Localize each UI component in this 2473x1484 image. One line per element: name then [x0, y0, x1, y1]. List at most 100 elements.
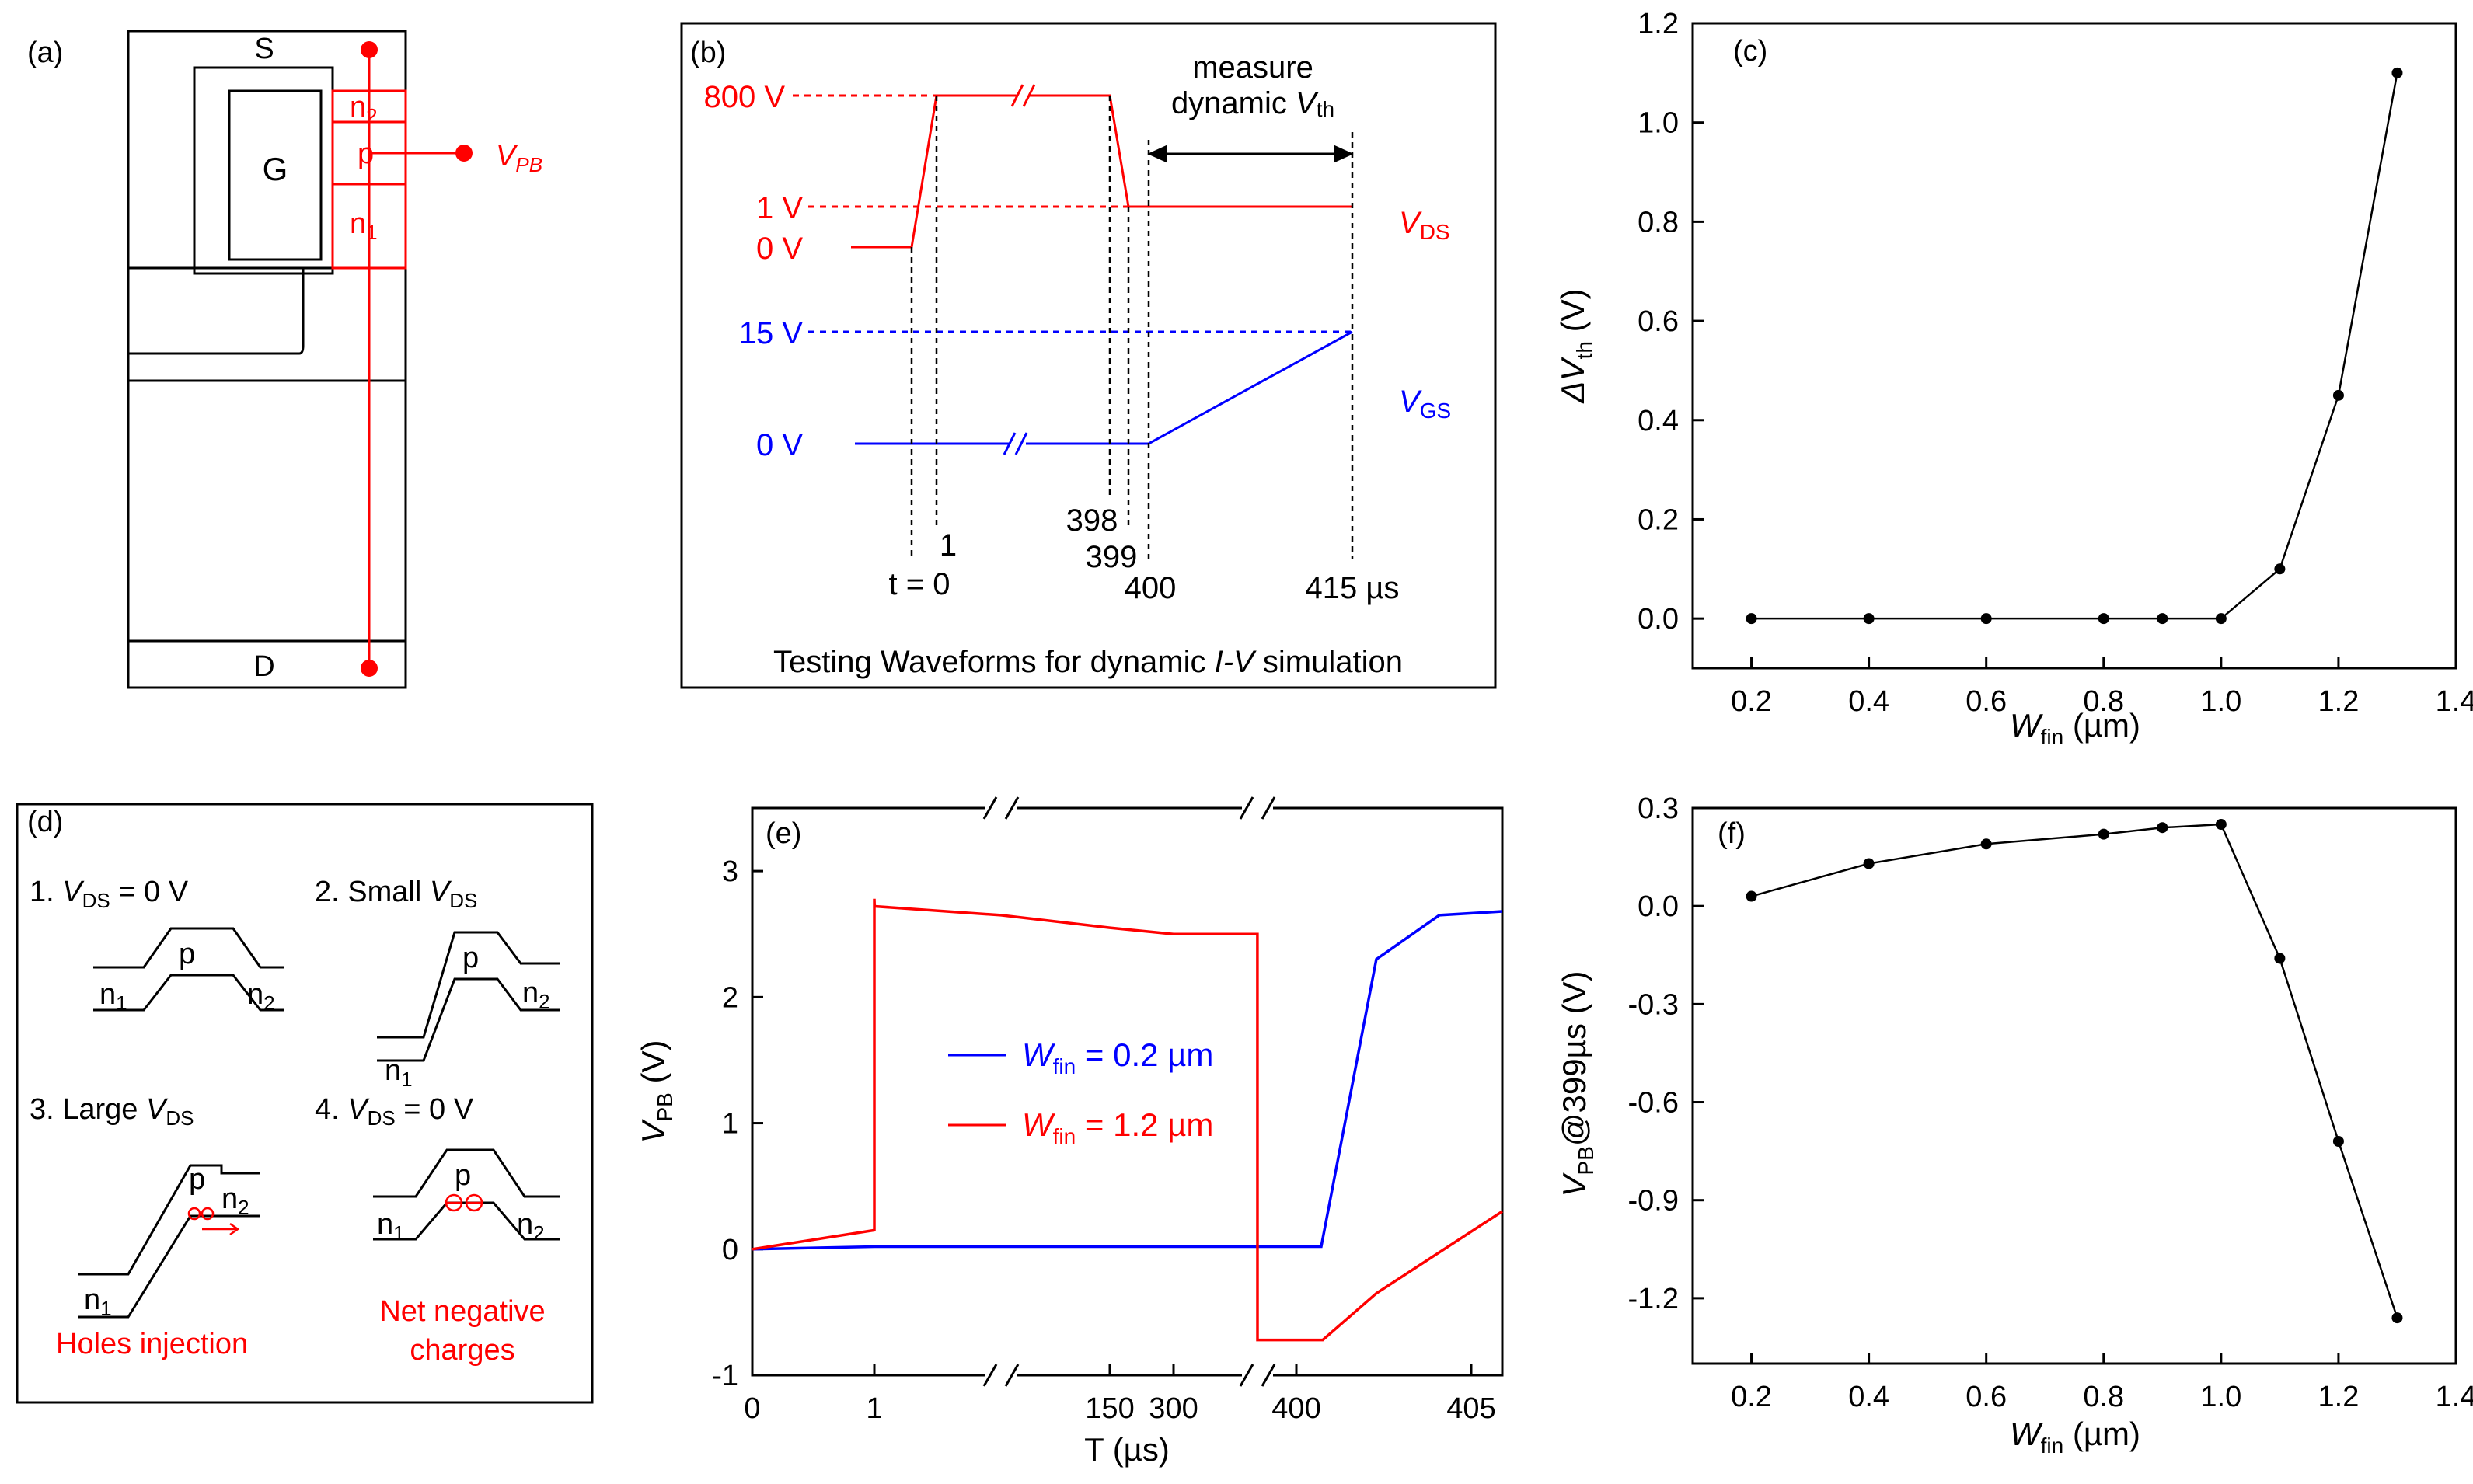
lower-step — [128, 268, 305, 355]
c-xtick-label-2: 0.6 — [1965, 685, 2007, 718]
hole-symbols — [187, 1193, 483, 1236]
state1-n2: n2 — [247, 978, 275, 1015]
chart-e-frame — [751, 806, 1504, 1377]
chart-e-series — [752, 898, 1503, 1342]
chart-c-ylabel: ΔVth (V) — [1554, 288, 1596, 403]
chart-c-x-axis: 0.2 0.4 0.6 0.8 1.0 1.2 1.4 — [1731, 657, 2473, 718]
panel-a-text: (a) S G D n2 p n1 VPB — [27, 33, 542, 683]
f-point-3 — [2098, 828, 2109, 840]
e-xtick-label-5: 405 — [1446, 1392, 1495, 1425]
chart-e-x-axis: 0 1 150 300 400 405 — [744, 1364, 1496, 1425]
chart-c-label: (c) — [1733, 35, 1767, 68]
panel-d-frame — [16, 803, 594, 1404]
f-ytick-label-0: 0.3 — [1638, 793, 1679, 825]
chart-e-y-axis: -1 0 1 2 3 — [712, 855, 763, 1392]
panel-b-label: (b) — [690, 37, 726, 69]
f-point-2 — [1980, 838, 1992, 850]
state2-title: 2. Small VDS — [315, 876, 477, 912]
c-ytick-label-1: 0.2 — [1638, 503, 1679, 536]
chart-f-label: (f) — [1718, 817, 1746, 850]
band-state1-upper — [93, 927, 284, 969]
f-xtick-label-4: 1.0 — [2200, 1381, 2241, 1413]
e-xtick-label-1: 1 — [866, 1392, 882, 1425]
f-ytick-label-4: -0.9 — [1628, 1185, 1679, 1218]
c-xtick-label-4: 1.0 — [2200, 685, 2241, 718]
state2-n2: n2 — [522, 977, 550, 1013]
c-point-1 — [1863, 613, 1875, 625]
e-xtick-label-3: 300 — [1149, 1392, 1198, 1425]
level-800v: 800 V — [703, 80, 785, 114]
e-ytick-label-0: -1 — [712, 1360, 738, 1392]
state1-n1: n1 — [99, 978, 127, 1015]
c-series-line — [1751, 72, 2398, 620]
vpb-contact-dot — [455, 145, 473, 162]
f-point-5 — [2215, 819, 2227, 831]
chart-f-y-axis: 0.3 0.0 -0.3 -0.6 -0.9 -1.2 — [1628, 793, 1704, 1315]
state4-title: 4. VDS = 0 V — [315, 1093, 474, 1130]
chart-c-series — [1746, 67, 2403, 625]
panel-d-label: (d) — [27, 806, 63, 838]
chart-e-xlabel: T (µs) — [1084, 1431, 1170, 1468]
c-ytick-label-2: 0.4 — [1638, 405, 1679, 437]
panel-b: (b) 800 V 1 V 0 V 15 V 0 V VDS VGS measu… — [680, 22, 1497, 689]
vds-dashed-levels — [793, 94, 1128, 208]
level-0v-vds: 0 V — [756, 232, 803, 266]
chart-e-label: (e) — [766, 817, 801, 850]
f-point-8 — [2391, 1312, 2403, 1324]
state3-p: p — [189, 1163, 205, 1196]
f-series-line — [1751, 823, 2398, 1319]
band-state3-lower — [78, 1214, 260, 1319]
measure-label-1: measure — [1192, 51, 1313, 85]
e-ytick-label-2: 1 — [722, 1108, 738, 1141]
state4-p: p — [455, 1159, 471, 1192]
band-state3-upper — [78, 1164, 260, 1276]
tick-t0: t = 0 — [889, 567, 950, 601]
f-ytick-label-3: -0.6 — [1628, 1087, 1679, 1120]
e-xtick-label-0: 0 — [744, 1392, 760, 1425]
e-ytick-label-3: 2 — [722, 981, 738, 1014]
state1-title: 1. VDS = 0 V — [30, 876, 189, 912]
band-state2-upper — [377, 931, 560, 1039]
band-state2-lower — [377, 977, 560, 1062]
panel-d: (d) 1. VDS = 0 V 2. Small VDS 3. Large V… — [16, 803, 594, 1404]
f-ytick-label-2: -0.3 — [1628, 988, 1679, 1021]
f-point-1 — [1863, 858, 1875, 869]
chart-f-series — [1746, 819, 2403, 1324]
vds-waveform — [851, 84, 1352, 249]
drain-label: D — [253, 650, 274, 683]
gate-electrode — [228, 89, 323, 261]
c-point-0 — [1746, 613, 1757, 625]
f-xtick-label-0: 0.2 — [1731, 1381, 1772, 1413]
tick-t400: 400 — [1125, 571, 1177, 605]
f-ytick-label-1: 0.0 — [1638, 890, 1679, 923]
chart-c: 0.0 0.2 0.4 0.6 0.8 1.0 1.2 0.2 0.4 0.6 0.8 1.0 1.2… — [1554, 8, 2473, 749]
state2-n1: n1 — [385, 1054, 413, 1091]
time-markers — [910, 96, 1354, 559]
e-xtick-label-2: 150 — [1085, 1392, 1134, 1425]
e-series-0-line — [752, 910, 1503, 1251]
vds-label: VDS — [1399, 206, 1450, 244]
source-label: S — [254, 33, 274, 65]
charges-label: charges — [410, 1334, 514, 1367]
level-0v-vgs: 0 V — [756, 428, 803, 462]
f-point-6 — [2274, 953, 2286, 964]
axis-break-gaps — [985, 800, 1273, 1383]
tick-t398: 398 — [1066, 503, 1118, 538]
state3-n1: n1 — [84, 1284, 112, 1320]
chart-f-x-axis: 0.2 0.4 0.6 0.8 1.0 1.2 1.4 — [1731, 1353, 2473, 1413]
panel-a-label: (a) — [27, 37, 63, 69]
tick-t399: 399 — [1086, 540, 1138, 574]
measure-arrow — [1147, 145, 1354, 163]
c-ytick-label-4: 0.8 — [1638, 206, 1679, 239]
c-xtick-label-3: 0.8 — [2083, 685, 2124, 718]
chart-f-frame — [1691, 806, 2457, 1365]
c-ytick-label-3: 0.6 — [1638, 305, 1679, 338]
panel-b-caption: Testing Waveforms for dynamic I-V simula… — [773, 645, 1403, 679]
source-contact-dot — [361, 41, 378, 58]
state2-p: p — [462, 942, 479, 974]
c-ytick-label-0: 0.0 — [1638, 603, 1679, 636]
band-state4-upper — [373, 1148, 560, 1198]
chart-c-frame — [1691, 22, 2457, 670]
f-xtick-label-1: 0.4 — [1848, 1381, 1889, 1413]
c-point-2 — [1980, 613, 1992, 625]
